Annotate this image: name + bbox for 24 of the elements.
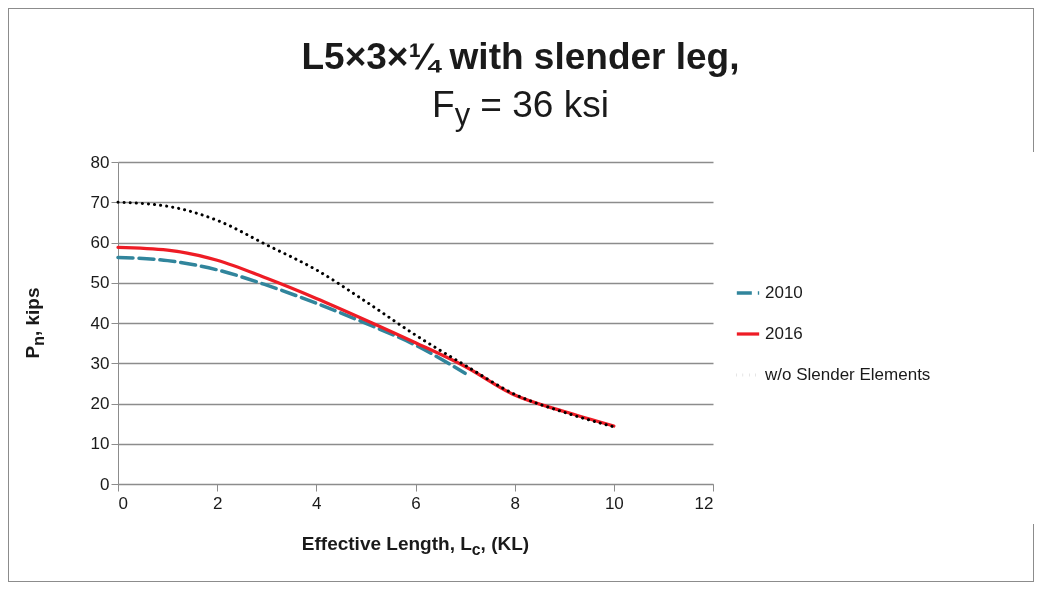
- y-tick-label: 60: [90, 233, 110, 252]
- chart-title: L5×3×¼ with slender leg,: [300, 36, 741, 78]
- y-tick-label: 0: [100, 474, 110, 494]
- y-tick-label: 80: [90, 152, 110, 172]
- y-tick-label: 50: [90, 273, 110, 293]
- x-tick-label: 8: [510, 493, 520, 513]
- y-tick-label: 30: [90, 353, 110, 373]
- legend-label: w/o Slender Elements: [764, 365, 931, 384]
- chart-subtitle: F$_{y}$ = 36 ksi: [431, 84, 610, 134]
- y-tick-label: 20: [90, 394, 110, 413]
- x-tick-label: 0: [118, 493, 128, 513]
- x-tick-label: 6: [411, 493, 421, 513]
- y-tick-label: 40: [90, 313, 110, 333]
- x-tick-label: 10: [604, 493, 624, 513]
- line-series: [116, 255, 467, 376]
- legend-label: 2010: [765, 283, 803, 302]
- x-axis-title: Effective Length, L$_{c}$, (KL): [300, 533, 531, 559]
- y-tick-label: 70: [90, 192, 110, 212]
- x-tick-label: 2: [212, 493, 223, 513]
- y-tick-label: 10: [90, 434, 110, 454]
- x-tick-label: 4: [312, 493, 322, 513]
- x-tick-label: 12: [694, 493, 714, 513]
- legend-label: 2016: [765, 324, 803, 343]
- line-series: [116, 200, 616, 429]
